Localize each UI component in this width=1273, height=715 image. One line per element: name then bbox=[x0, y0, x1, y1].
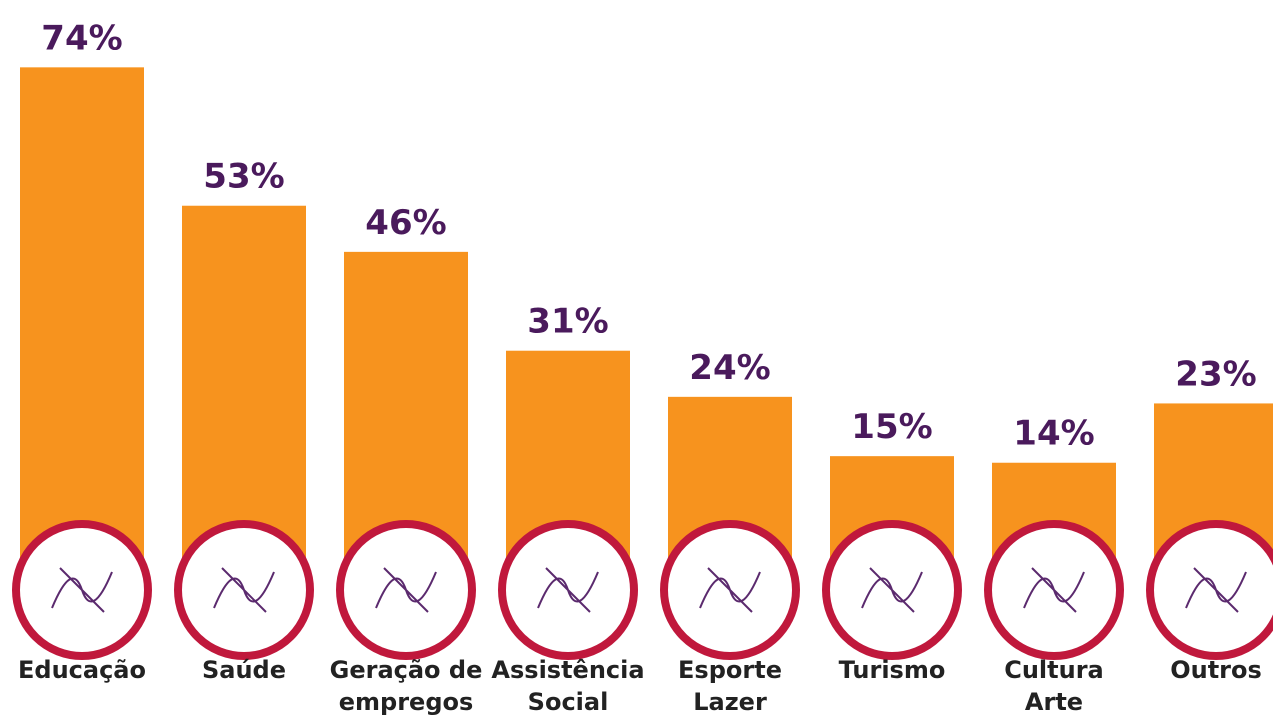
category-label: Assistência Social bbox=[491, 656, 645, 715]
value-label: 23% bbox=[1175, 354, 1256, 394]
value-label: 14% bbox=[1013, 414, 1094, 454]
category-label: Outros bbox=[1170, 656, 1262, 684]
icon bbox=[1023, 567, 1085, 613]
value-label: 46% bbox=[365, 203, 446, 243]
bar bbox=[20, 67, 144, 591]
value-label: 31% bbox=[527, 302, 608, 342]
icon bbox=[1185, 567, 1247, 613]
category-label: Esporte Lazer bbox=[678, 656, 782, 715]
icon bbox=[861, 567, 923, 613]
value-label: 24% bbox=[689, 348, 770, 388]
icon-circle bbox=[1146, 520, 1273, 660]
category-label: Saúde bbox=[201, 656, 287, 684]
category-label: Geração de empregos bbox=[329, 656, 483, 715]
value-label: 74% bbox=[41, 18, 122, 58]
value-label: 53% bbox=[203, 157, 284, 197]
icon bbox=[51, 567, 113, 613]
category-label: Cultura Arte bbox=[1004, 656, 1104, 715]
category-label: Turismo bbox=[838, 656, 946, 684]
icon bbox=[699, 567, 761, 613]
category-label: Educação bbox=[18, 656, 146, 684]
icon bbox=[375, 567, 437, 613]
icon bbox=[537, 567, 599, 613]
icon bbox=[213, 567, 275, 613]
value-label: 15% bbox=[851, 407, 932, 447]
